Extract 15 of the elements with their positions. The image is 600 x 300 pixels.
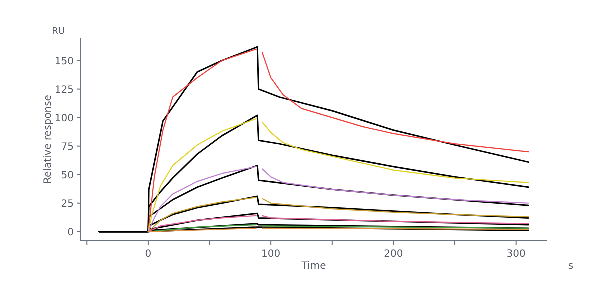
x-tick-label: 100 <box>262 249 281 260</box>
y-tick-label: 75 <box>61 142 74 153</box>
text: RU <box>52 27 65 37</box>
y-tick-label: 0 <box>68 227 74 238</box>
y-tick-label: 50 <box>61 170 74 182</box>
x-tick-label: 200 <box>384 249 404 260</box>
x-axis-title: Time <box>300 261 326 272</box>
y-tick-label: 100 <box>54 113 74 124</box>
text: s <box>568 261 574 272</box>
y-axis-title: Relative response <box>43 95 54 184</box>
x-tick-label: 0 <box>145 249 152 260</box>
y-tick-label: 150 <box>54 56 74 68</box>
y-tick-label: 125 <box>54 84 74 96</box>
x-tick-label: 300 <box>506 249 526 260</box>
y-tick-label: 25 <box>61 198 74 210</box>
